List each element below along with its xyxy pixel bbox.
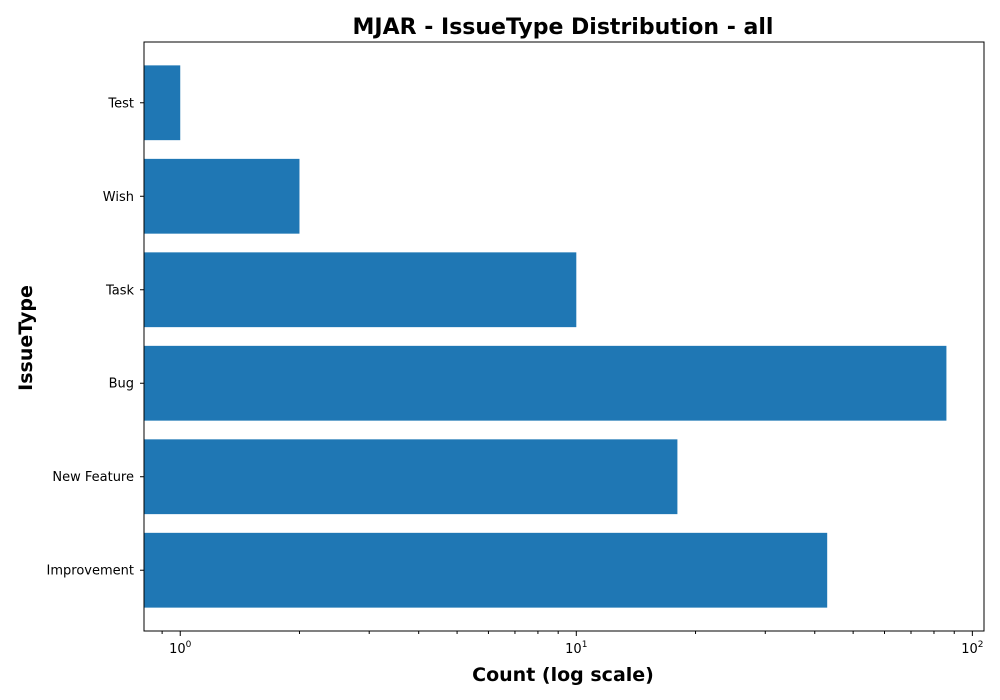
plot-frame [143,41,985,632]
bars-layer [144,65,947,608]
x-axis-ticks: 100 101 102 [161,631,984,657]
bar-test [144,65,181,141]
x-tick-label: 100 [169,640,192,657]
y-tick-label: Improvement [47,564,134,579]
y-tick-label: New Feature [52,470,134,485]
x-tick-label: 102 [961,640,983,657]
bar-task [144,252,577,328]
chart-title: MJAR - IssueType Distribution - all [353,15,774,40]
bar-bug [144,345,947,421]
bar-improvement [144,532,828,608]
bar-new-feature [144,439,678,515]
y-tick-label: Test [107,96,134,111]
y-tick-label: Task [105,283,135,298]
y-tick-label: Bug [109,377,134,392]
y-axis-ticks: Improvement New Feature Bug Task Wish Test [47,96,144,579]
bar-wish [144,158,300,234]
y-axis-label: IssueType [15,285,37,391]
x-tick-label: 101 [565,640,587,657]
x-axis-label: Count (log scale) [472,664,654,686]
y-tick-label: Wish [103,190,134,205]
